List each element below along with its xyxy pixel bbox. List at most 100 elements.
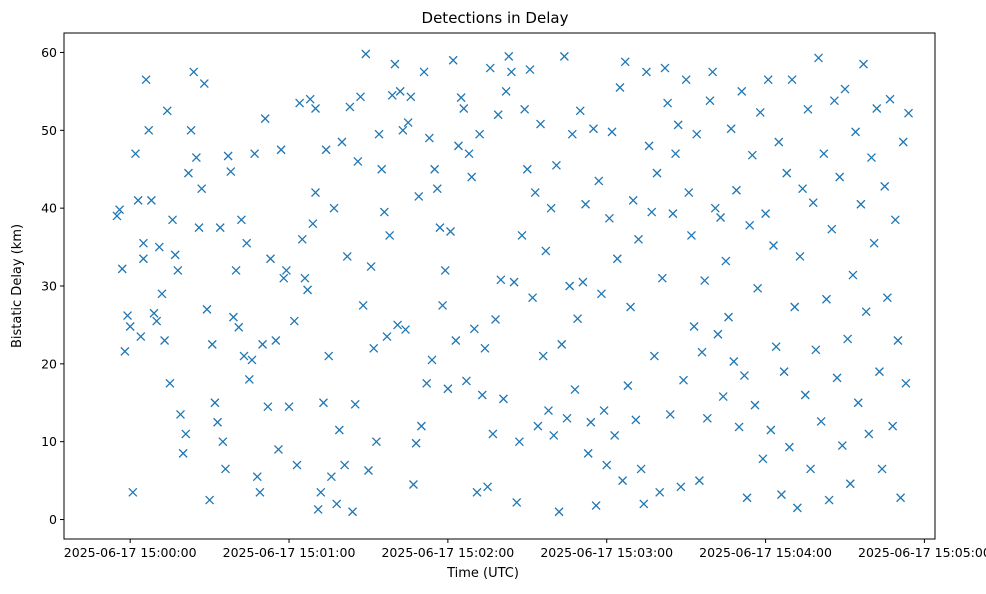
data-point — [228, 312, 238, 322]
x-tick-label: 2025-06-17 15:02:00 — [381, 545, 514, 560]
data-point — [350, 399, 360, 409]
data-point — [504, 51, 514, 61]
data-point — [784, 442, 794, 452]
data-point — [176, 409, 185, 419]
data-point — [896, 493, 906, 503]
data-point — [313, 504, 323, 514]
data-point — [358, 301, 368, 310]
chart-title: Detections in Delay — [422, 9, 569, 27]
data-point — [843, 334, 853, 344]
data-point — [800, 390, 810, 400]
data-point — [345, 102, 355, 112]
data-point — [297, 234, 307, 244]
data-point — [657, 273, 667, 283]
data-point — [885, 94, 895, 104]
data-point — [223, 151, 233, 161]
data-point — [710, 203, 720, 213]
data-point — [525, 65, 535, 75]
data-point — [416, 421, 426, 431]
data-point — [626, 302, 636, 312]
data-point — [406, 92, 416, 102]
data-point — [837, 441, 847, 451]
data-point — [618, 476, 628, 486]
data-point — [546, 203, 556, 213]
data-point — [758, 454, 768, 464]
data-point — [882, 293, 892, 303]
data-point — [459, 104, 469, 113]
data-point — [660, 63, 670, 73]
data-point — [432, 184, 442, 194]
data-point — [236, 215, 246, 225]
data-point — [893, 336, 903, 345]
data-point — [136, 332, 146, 342]
data-point — [477, 390, 487, 400]
data-point — [573, 314, 583, 324]
data-point — [385, 230, 395, 240]
data-point — [138, 238, 148, 248]
data-point — [631, 415, 641, 425]
data-point — [599, 406, 609, 416]
data-point — [856, 199, 866, 209]
data-point — [120, 346, 130, 356]
x-tick-label: 2025-06-17 15:00:00 — [64, 545, 197, 560]
data-point — [803, 104, 813, 114]
data-point — [226, 167, 236, 177]
data-point — [766, 425, 776, 435]
data-point — [149, 308, 159, 318]
data-point — [684, 188, 694, 198]
data-point — [798, 184, 808, 194]
y-tick-label: 10 — [41, 434, 57, 449]
data-point — [467, 172, 477, 182]
x-tick-label: 2025-06-17 15:01:00 — [223, 545, 356, 560]
data-point — [266, 254, 275, 264]
data-point — [454, 141, 463, 151]
data-point — [665, 409, 675, 419]
data-point — [567, 129, 577, 139]
data-point — [183, 168, 193, 178]
data-point — [424, 133, 434, 143]
data-point — [901, 378, 911, 388]
x-tick-label: 2025-06-17 15:03:00 — [540, 545, 673, 560]
data-point — [369, 343, 379, 353]
data-point — [596, 289, 606, 299]
data-point — [332, 499, 342, 509]
data-point — [117, 264, 127, 274]
data-point — [181, 429, 191, 439]
data-point — [634, 234, 643, 244]
data-point — [205, 495, 215, 505]
data-point — [146, 195, 156, 205]
data-point — [848, 270, 858, 280]
data-point — [456, 93, 466, 103]
data-point — [300, 273, 310, 283]
data-point — [165, 378, 175, 388]
data-point — [851, 127, 861, 137]
data-point — [528, 293, 538, 303]
data-point — [861, 307, 871, 317]
data-point — [115, 205, 125, 215]
data-point — [676, 482, 686, 492]
data-point — [435, 223, 445, 233]
data-point — [747, 150, 757, 160]
data-point — [604, 213, 614, 223]
data-point — [419, 67, 429, 77]
data-point — [480, 343, 490, 353]
data-point — [276, 145, 286, 155]
data-point — [742, 493, 752, 503]
data-point — [681, 75, 691, 85]
data-point — [485, 63, 495, 73]
data-point — [679, 375, 688, 385]
data-point — [615, 83, 625, 92]
data-point — [583, 448, 593, 458]
data-point — [700, 276, 710, 286]
data-point — [559, 51, 569, 61]
data-point — [398, 125, 408, 135]
data-point — [689, 322, 699, 331]
data-point — [202, 304, 212, 314]
data-point — [581, 199, 591, 209]
data-point — [393, 320, 403, 330]
data-point — [295, 98, 305, 108]
data-point — [538, 351, 548, 361]
data-point — [544, 406, 553, 416]
data-point — [708, 67, 718, 77]
